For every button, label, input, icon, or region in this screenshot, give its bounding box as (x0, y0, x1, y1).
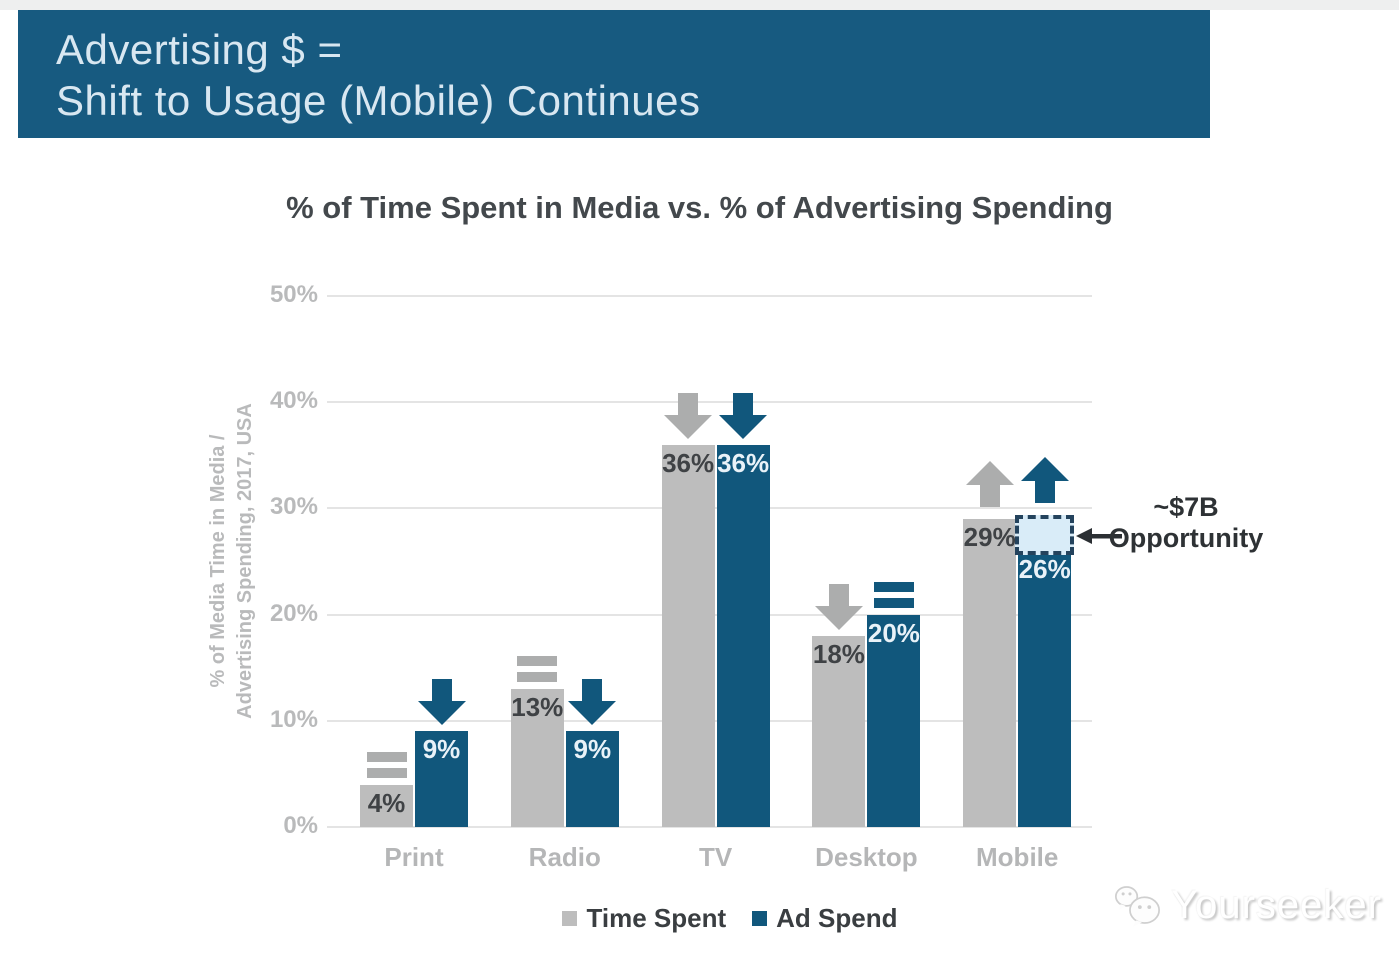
header-title-line1: Advertising $ = (56, 26, 343, 73)
category-label: Radio (528, 842, 601, 872)
trend-indicator (814, 583, 863, 630)
y-tick-label: 50% (269, 281, 318, 308)
bar-value-label: 36% (662, 447, 715, 478)
category-label: Mobile (976, 842, 1059, 872)
category-label: TV (698, 842, 733, 872)
top-strip (0, 0, 1399, 10)
trend-indicator (1020, 457, 1069, 504)
yourseeker-chat-bubbles-icon (1114, 886, 1160, 928)
chart-legend: Time Spent Ad Spend (60, 903, 1399, 934)
annotation-label-line2: Opportunity (1108, 523, 1264, 553)
bar-value-label: 36% (717, 447, 770, 478)
bar-time-spent-mobile: 29% (963, 519, 1017, 827)
watermark: Yourseeker (1112, 868, 1382, 942)
bar-value-label: 29% (963, 522, 1016, 553)
y-tick-label: 0% (283, 812, 318, 839)
y-tick-label: 10% (269, 705, 318, 733)
down-arrow-icon (664, 392, 713, 439)
gridline (327, 295, 1092, 297)
trend-indicator (417, 679, 466, 726)
bar-value-label: 20% (867, 617, 920, 648)
equals-icon (366, 751, 407, 778)
bar-value-label: 18% (812, 638, 865, 669)
equals-icon (873, 581, 914, 608)
bar-ad-spend-tv: 36% (716, 444, 770, 827)
bar-value-label: 9% (422, 734, 461, 765)
bar-time-spent-desktop: 18% (812, 635, 866, 827)
category-label: Print (384, 842, 444, 872)
legend-item-ad-spend: Ad Spend (752, 903, 898, 934)
category-label: Desktop (815, 842, 918, 872)
bar-ad-spend-mobile: 26% (1018, 550, 1072, 827)
bar-ad-spend-desktop: 20% (867, 614, 921, 827)
annotation-label: ~$7B Opportunity (1096, 492, 1276, 554)
down-arrow-icon (814, 583, 863, 630)
legend-item-time-spent: Time Spent (562, 903, 726, 934)
equals-icon (517, 655, 558, 682)
legend-swatch (752, 911, 768, 926)
y-tick-label: 20% (269, 599, 318, 627)
up-arrow-icon (965, 461, 1014, 508)
slide-header: Advertising $ = Shift to Usage (Mobile) … (18, 10, 1210, 138)
bar-ad-spend-radio: 9% (565, 731, 619, 827)
down-arrow-icon (417, 679, 466, 726)
bar-ad-spend-print: 9% (415, 731, 468, 827)
y-tick-label: 40% (269, 387, 318, 415)
up-arrow-icon (1020, 457, 1069, 504)
legend-swatch (562, 911, 578, 926)
annotation-label-line1: ~$7B (1153, 492, 1219, 522)
trend-indicator (873, 581, 914, 608)
gridline (327, 401, 1092, 404)
down-arrow-icon (719, 392, 768, 439)
down-arrow-icon (568, 679, 617, 726)
bar-time-spent-tv: 36% (661, 444, 715, 827)
trend-indicator (517, 655, 558, 682)
bar-value-label: 4% (367, 787, 406, 818)
legend-label: Ad Spend (776, 903, 898, 933)
y-tick-label: 30% (269, 493, 318, 521)
trend-indicator (366, 751, 407, 778)
bar-time-spent-radio: 13% (510, 688, 564, 827)
trend-indicator (664, 392, 713, 439)
bar-value-label: 26% (1018, 553, 1071, 584)
trend-indicator (965, 461, 1014, 508)
chart-title: % of Time Spent in Media vs. % of Advert… (286, 190, 1113, 225)
bar-value-label: 9% (573, 734, 612, 765)
opportunity-dashed-box (1015, 515, 1075, 555)
watermark-text: Yourseeker (1171, 882, 1382, 927)
gridline (327, 826, 1092, 828)
legend-label: Time Spent (586, 903, 727, 933)
bar-time-spent-print: 4% (360, 784, 413, 827)
bar-value-label: 13% (511, 691, 564, 722)
header-title-line2: Shift to Usage (Mobile) Continues (56, 77, 701, 124)
trend-indicator (719, 392, 768, 439)
trend-indicator (568, 679, 617, 726)
annotation-arrow-icon (1076, 528, 1122, 544)
